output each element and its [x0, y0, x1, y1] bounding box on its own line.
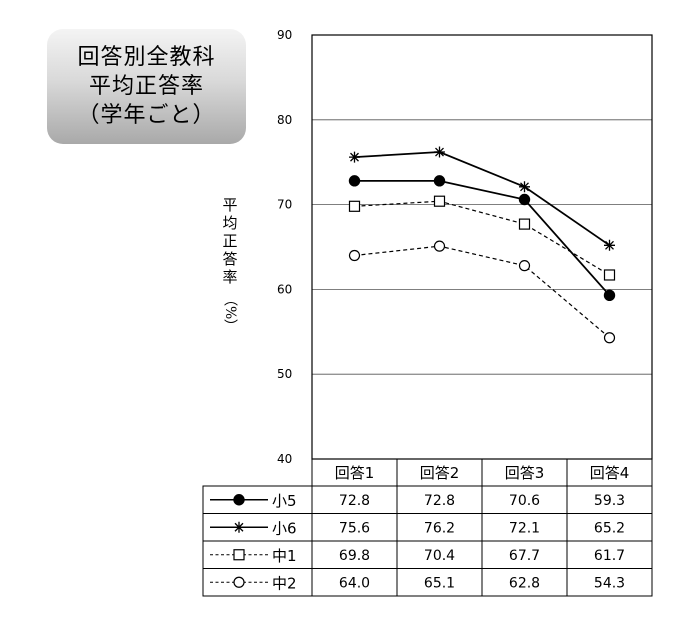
table-header-cell: 回答4: [590, 464, 630, 482]
series-line: [354, 151, 611, 247]
table-value-cell: 62.8: [509, 575, 540, 591]
y-tick-label: 90: [277, 28, 292, 42]
table-header-cell: 回答1: [335, 464, 375, 482]
data-point: [433, 195, 446, 207]
data-point: [518, 218, 531, 230]
y-tick-label: 70: [277, 198, 292, 212]
table-value-cell: 76.2: [424, 520, 455, 536]
table-value-cell: 59.3: [594, 493, 625, 509]
data-point: [348, 200, 361, 212]
table-value-cell: 54.3: [594, 575, 625, 591]
legend-series-name: 小5: [272, 492, 297, 510]
data-point: [233, 549, 245, 561]
y-tick-label: 60: [277, 282, 292, 296]
data-point: [233, 521, 245, 533]
title-line-1: 回答別全教科: [77, 45, 216, 70]
y-tick-label: 40: [277, 452, 292, 466]
title-line-3: （学年ごと）: [77, 103, 216, 128]
table-value-cell: 72.8: [339, 493, 370, 509]
table-value-cell: 69.8: [339, 548, 370, 564]
data-point: [603, 332, 616, 344]
data-point: [519, 181, 530, 193]
series-line: [354, 245, 610, 339]
y-axis-label-char: 正: [222, 232, 238, 250]
plot-frame: [311, 34, 653, 460]
table-value-cell: 72.1: [509, 520, 540, 536]
data-point: [603, 289, 616, 302]
table-value-cell: 70.4: [424, 548, 455, 564]
title-line-2: 平均正答率: [88, 74, 204, 99]
y-axis-label-char: 率: [222, 268, 238, 286]
y-axis-unit: （%）: [222, 292, 238, 334]
data-point: [434, 146, 445, 158]
data-point: [433, 240, 446, 252]
data-point: [233, 494, 245, 506]
table-value-cell: 67.7: [509, 548, 540, 564]
data-point: [604, 239, 615, 251]
chart-title-box: 回答別全教科 平均正答率 （学年ごと）: [47, 29, 246, 144]
data-point: [348, 249, 361, 262]
y-axis-label-char: 平: [222, 196, 238, 214]
table-header-cell: 回答2: [420, 464, 460, 482]
table-value-cell: 61.7: [594, 548, 625, 564]
table-value-cell: 64.0: [339, 575, 370, 591]
table-value-cell: 65.1: [424, 575, 455, 591]
data-point: [233, 576, 245, 588]
data-point: [518, 260, 531, 272]
table-value-cell: 70.6: [509, 493, 540, 509]
legend-series-name: 中1: [272, 547, 297, 565]
data-point: [518, 193, 531, 206]
legend-series-name: 小6: [272, 519, 297, 537]
table-value-cell: 75.6: [339, 520, 370, 536]
y-axis-label: 平 均 正 答 率 （%）: [218, 196, 242, 333]
legend-series-name: 中2: [272, 574, 297, 592]
series-line: [354, 179, 611, 296]
y-tick-label: 50: [277, 367, 292, 381]
data-point: [433, 175, 446, 187]
table-value-cell: 72.8: [424, 493, 455, 509]
series-line: [354, 200, 610, 276]
table-value-cell: 65.2: [594, 520, 625, 536]
y-axis-label-char: 答: [222, 250, 238, 268]
table-header-cell: 回答3: [505, 464, 545, 482]
data-point: [603, 269, 616, 281]
data-point: [349, 151, 360, 163]
data-point: [348, 175, 361, 187]
y-axis-label-char: 均: [222, 214, 238, 232]
y-tick-label: 80: [277, 113, 292, 127]
